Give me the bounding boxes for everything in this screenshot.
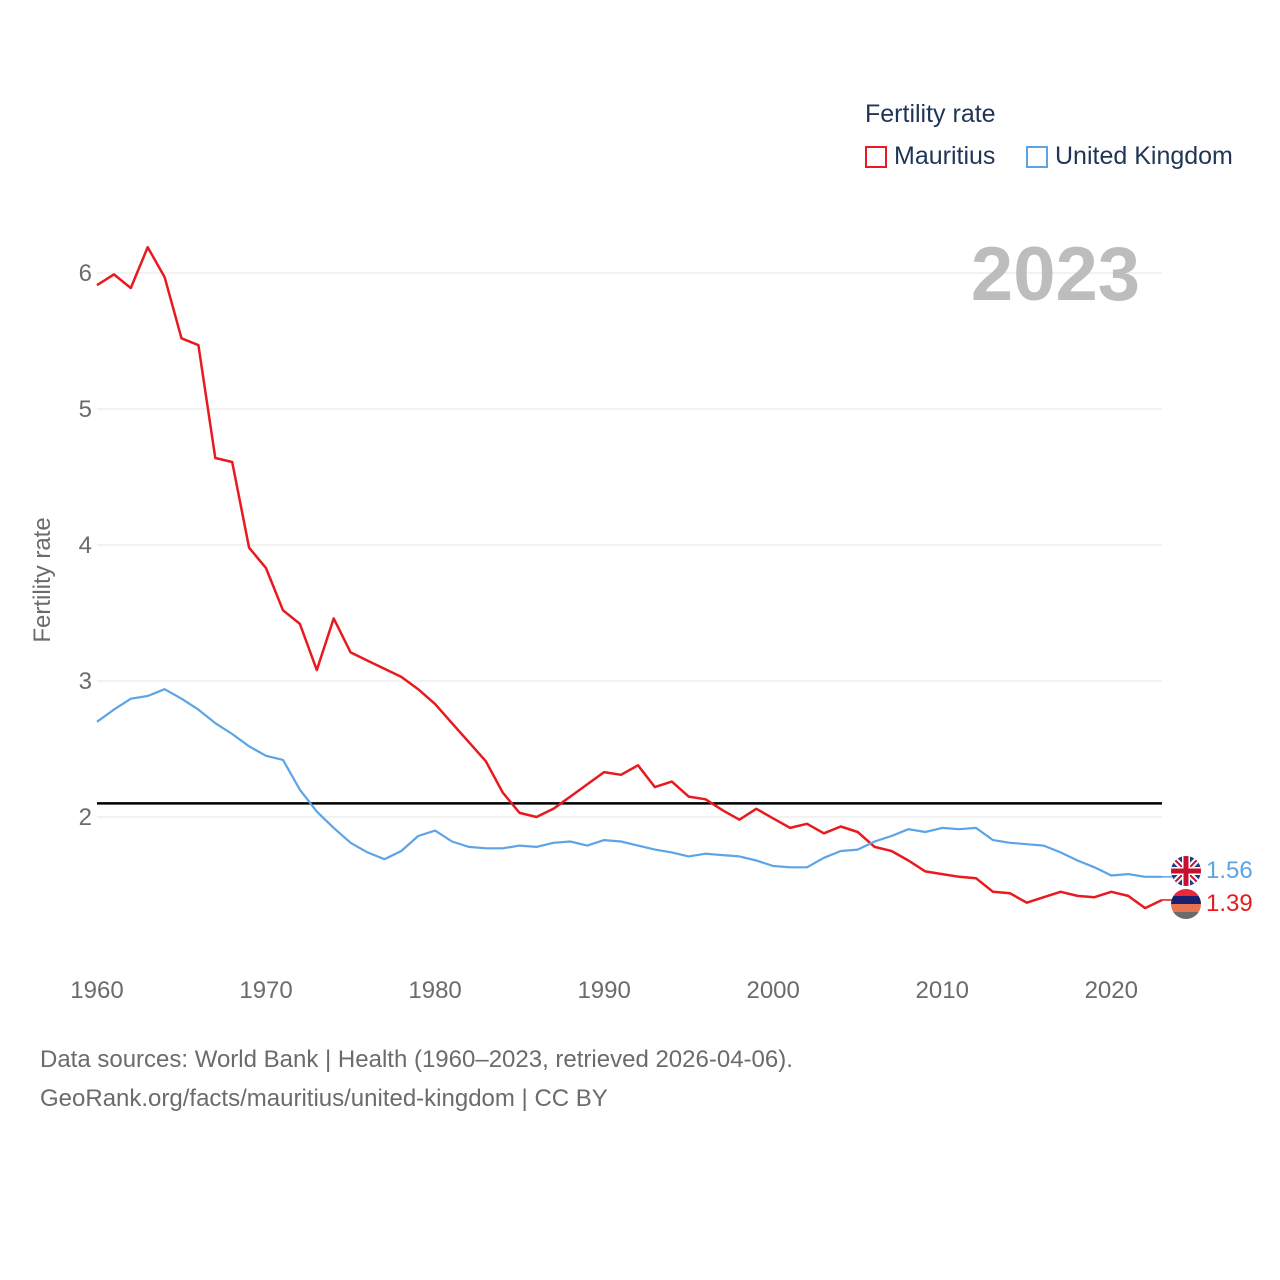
series-line-mauritius: [96, 245, 1163, 910]
data-source-text: Data sources: World Bank | Health (1960–…: [40, 1046, 793, 1073]
attribution-link[interactable]: GeoRank.org/facts/mauritius/united-kingd…: [40, 1085, 608, 1112]
legend-label-united-kingdom: United Kingdom: [1055, 142, 1233, 170]
y-tick-label: 6: [79, 260, 92, 287]
legend-swatch-united-kingdom: [1026, 145, 1048, 168]
x-tick-label: 1990: [577, 977, 630, 1004]
x-tick-label: 2020: [1085, 977, 1138, 1004]
x-tick-label: 2010: [916, 977, 969, 1004]
x-tick-label: 2000: [746, 977, 799, 1004]
legend-item-united-kingdom[interactable]: United Kingdom: [1026, 142, 1233, 171]
legend-swatch-mauritius: [865, 145, 887, 168]
series-line-united-kingdom: [96, 688, 1162, 878]
mauritius-end-value: 1.39: [1206, 890, 1253, 917]
y-tick-label: 4: [79, 532, 92, 559]
united-kingdom-flag-icon: [1171, 856, 1201, 886]
mauritius-flag-icon: [1171, 889, 1201, 919]
y-tick-label: 5: [79, 396, 92, 423]
legend-title: Fertility rate: [865, 100, 996, 128]
end-markers: 1.56 1.39: [1171, 856, 1253, 919]
united-kingdom-end-value: 1.56: [1206, 857, 1253, 884]
y-tick-label: 2: [79, 804, 92, 831]
x-tick-label: 1980: [408, 977, 461, 1004]
year-label: 2023: [971, 232, 1140, 317]
y-axis-label: Fertility rate: [29, 517, 56, 642]
y-axis-ticks: 2 3 4 5 6: [79, 260, 92, 831]
x-axis-ticks: 1960 1970 1980 1990 2000 2010 2020: [70, 977, 1138, 1004]
legend-label-mauritius: Mauritius: [894, 142, 996, 170]
grid-lines: [97, 272, 1162, 818]
x-tick-label: 1960: [70, 977, 123, 1004]
x-tick-label: 1970: [239, 977, 292, 1004]
y-tick-label: 3: [79, 668, 92, 695]
series-lines: [96, 245, 1172, 910]
legend-item-mauritius[interactable]: Mauritius: [865, 142, 995, 171]
